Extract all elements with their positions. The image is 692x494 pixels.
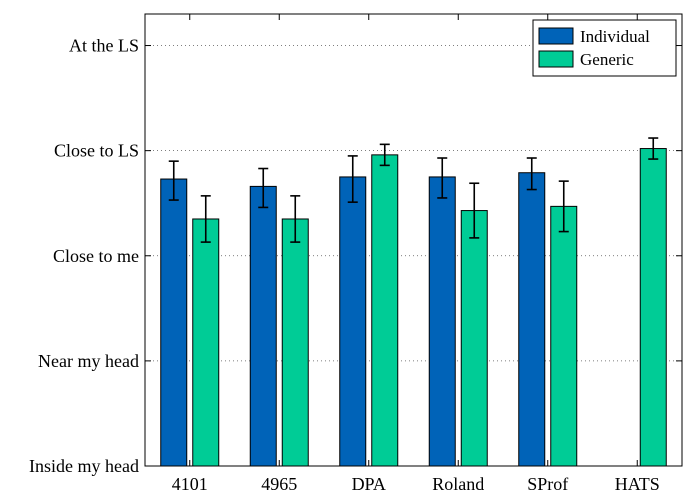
bar-generic-hats	[639, 148, 667, 467]
x-tick-label: DPA	[352, 474, 386, 494]
x-tick-label: 4101	[172, 474, 208, 494]
bar-generic-sprof	[550, 205, 578, 467]
x-tick-label: 4965	[261, 474, 297, 494]
y-tick-label: Inside my head	[29, 456, 139, 476]
y-tick-label: At the LS	[69, 36, 139, 56]
legend-label-generic: Generic	[580, 50, 634, 69]
bar-individual-4101	[160, 178, 188, 467]
y-tick-label: Close to me	[53, 246, 139, 266]
bar-individual-roland	[428, 176, 456, 467]
bar-generic-dpa	[371, 154, 399, 467]
y-tick-label: Close to LS	[54, 141, 139, 161]
legend-swatch-generic	[538, 50, 574, 68]
bar-individual-4965	[249, 185, 277, 467]
legend-label-individual: Individual	[580, 27, 650, 46]
x-tick-label: HATS	[615, 474, 660, 494]
y-tick-label: Near my head	[38, 351, 139, 371]
legend-swatch-individual	[538, 27, 574, 45]
bar-individual-sprof	[518, 172, 546, 467]
x-tick-label: Roland	[432, 474, 484, 494]
plot-frame	[144, 13, 683, 467]
bar-generic-roland	[460, 210, 488, 467]
bar-generic-4101	[192, 218, 220, 467]
x-tick-label: SProf	[527, 474, 568, 494]
bar-generic-4965	[281, 218, 309, 467]
bar-individual-dpa	[339, 176, 367, 467]
